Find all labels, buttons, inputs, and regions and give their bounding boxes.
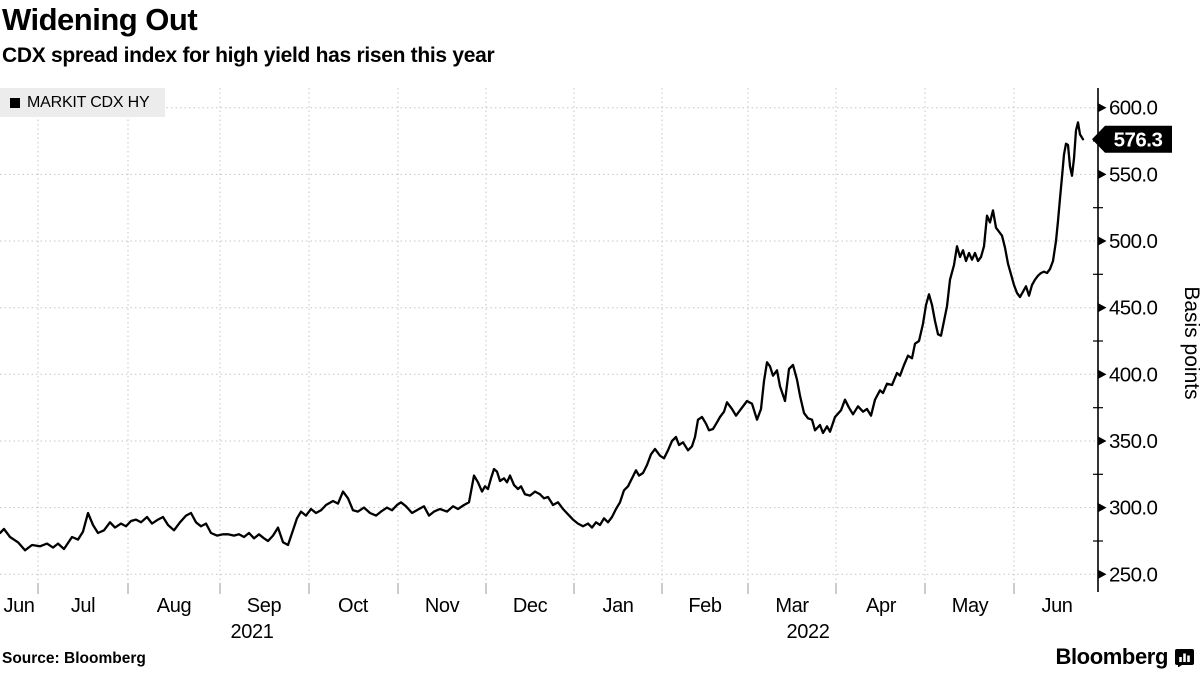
- y-major-tick-icon: [1098, 169, 1107, 179]
- y-axis-title: Basis points: [1180, 286, 1200, 399]
- y-tick-label: 550.0: [1109, 163, 1157, 186]
- x-month-label: Aug: [157, 595, 191, 617]
- legend-series-label: MARKIT CDX HY: [27, 93, 150, 111]
- source-note: Source: Bloomberg: [2, 650, 146, 667]
- x-month-label: Dec: [513, 595, 548, 617]
- bloomberg-terminal-icon: [1175, 648, 1194, 667]
- y-major-tick-icon: [1098, 436, 1107, 446]
- x-year-label: 2021: [231, 621, 274, 643]
- y-major-tick-icon: [1098, 503, 1107, 513]
- y-major-tick-icon: [1098, 103, 1107, 113]
- x-month-label: Sep: [247, 595, 282, 617]
- y-tick-label: 300.0: [1109, 497, 1157, 520]
- brand-name: Bloomberg: [1055, 644, 1168, 669]
- x-month-label: Jan: [602, 595, 633, 617]
- last-value-label: 576.3: [1114, 129, 1163, 152]
- spread-line-chart: 600.0 550.0 500.0 450.0 400.0 350.0 300.0 250.0…: [0, 88, 1200, 643]
- x-month-label: Feb: [688, 595, 722, 617]
- x-month-label: Nov: [425, 595, 460, 617]
- x-year-label: 2022: [787, 621, 830, 643]
- brand-mark: Bloomberg: [1055, 644, 1194, 670]
- y-major-tick-icon: [1098, 369, 1107, 379]
- y-tick-label: 500.0: [1109, 230, 1157, 253]
- legend-swatch-icon: [10, 97, 20, 108]
- page-subtitle: CDX spread index for high yield has rise…: [2, 44, 495, 67]
- last-value-badge: [1092, 125, 1172, 153]
- x-month-label: Oct: [338, 595, 369, 617]
- x-month-label: Jun: [3, 595, 34, 617]
- markit-cdx-hy-line: [0, 121, 1085, 552]
- y-tick-label: 450.0: [1109, 297, 1157, 320]
- y-major-tick-icon: [1098, 569, 1107, 579]
- y-tick-label: 350.0: [1109, 430, 1157, 453]
- y-major-tick-icon: [1098, 303, 1107, 313]
- x-month-label: Apr: [866, 595, 897, 617]
- x-month-label: May: [952, 595, 989, 617]
- y-tick-label: 400.0: [1109, 363, 1157, 386]
- x-month-label: Jun: [1041, 595, 1072, 617]
- x-month-label: Mar: [775, 595, 809, 617]
- y-tick-label: 600.0: [1109, 97, 1157, 120]
- y-major-tick-icon: [1098, 236, 1107, 246]
- legend: MARKIT CDX HY: [0, 88, 166, 117]
- x-month-label: Jul: [71, 595, 95, 617]
- page-title: Widening Out: [2, 2, 198, 37]
- y-tick-label: 250.0: [1109, 563, 1157, 586]
